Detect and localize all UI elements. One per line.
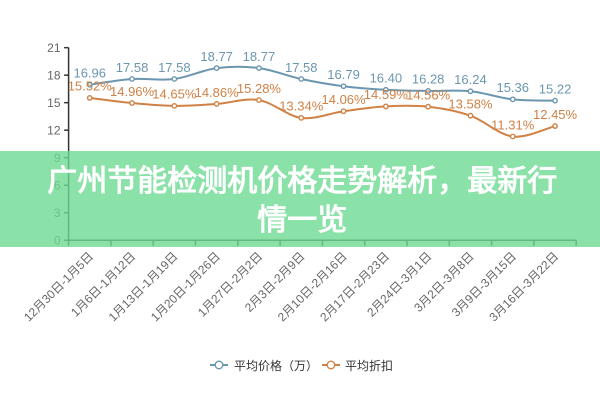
- svg-text:18.77: 18.77: [243, 49, 276, 64]
- svg-text:18: 18: [47, 68, 61, 82]
- svg-text:14.56%: 14.56%: [406, 88, 451, 103]
- svg-text:15.36: 15.36: [496, 80, 529, 95]
- svg-text:平均价格（万）: 平均价格（万）: [234, 358, 318, 373]
- svg-text:21: 21: [47, 41, 61, 55]
- svg-text:14.96%: 14.96%: [110, 84, 155, 99]
- svg-text:17.58: 17.58: [158, 60, 191, 75]
- svg-text:17.58: 17.58: [116, 60, 149, 75]
- svg-text:15.52%: 15.52%: [68, 79, 113, 94]
- svg-text:16.28: 16.28: [412, 72, 445, 87]
- svg-text:12月30日-1月5日: 12月30日-1月5日: [21, 249, 96, 324]
- svg-text:12.45%: 12.45%: [533, 107, 578, 122]
- svg-text:13.58%: 13.58%: [448, 96, 493, 111]
- svg-text:15.22: 15.22: [539, 81, 572, 96]
- svg-text:16.79: 16.79: [327, 67, 360, 82]
- svg-text:16.40: 16.40: [370, 71, 403, 86]
- svg-text:16.24: 16.24: [454, 72, 487, 87]
- svg-text:14.65%: 14.65%: [152, 87, 197, 102]
- svg-text:16.96: 16.96: [73, 65, 106, 80]
- svg-text:18.77: 18.77: [200, 49, 233, 64]
- svg-text:13.34%: 13.34%: [279, 99, 324, 114]
- svg-text:15.28%: 15.28%: [237, 81, 282, 96]
- svg-text:12: 12: [47, 123, 61, 137]
- svg-text:14.59%: 14.59%: [364, 87, 409, 102]
- svg-text:11.31%: 11.31%: [491, 117, 535, 132]
- svg-text:14.86%: 14.86%: [195, 85, 240, 100]
- svg-text:平均折扣: 平均折扣: [345, 358, 393, 373]
- svg-text:17.58: 17.58: [285, 60, 318, 75]
- svg-text:14.06%: 14.06%: [322, 92, 367, 107]
- svg-text:15: 15: [47, 96, 61, 110]
